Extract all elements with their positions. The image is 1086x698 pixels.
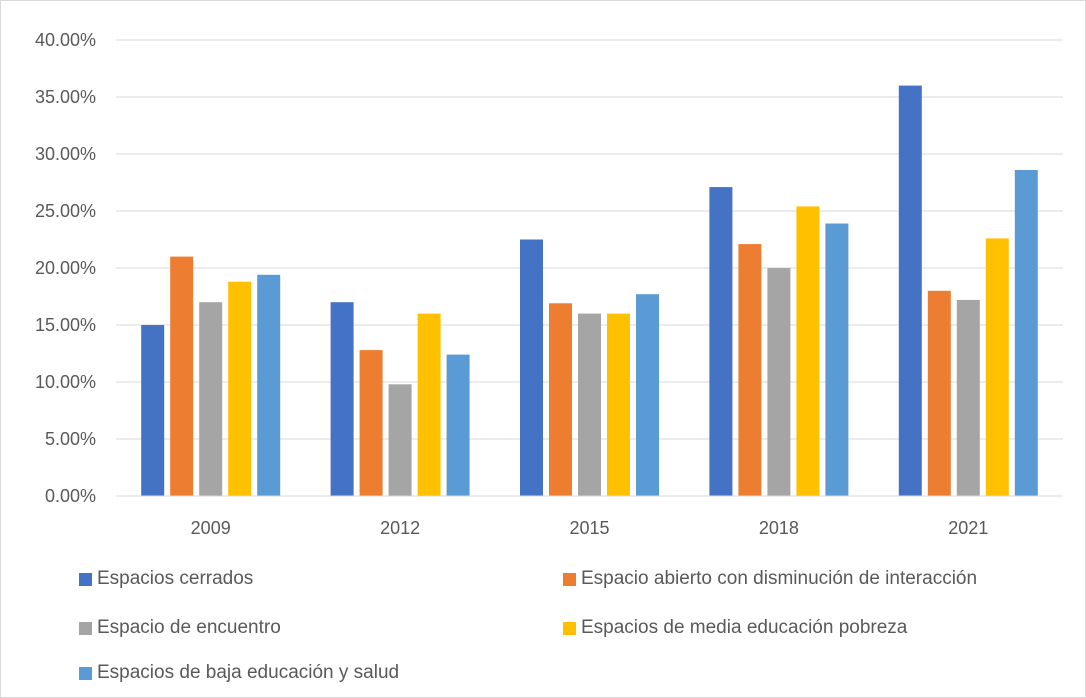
bar <box>636 294 659 496</box>
bar <box>141 325 165 496</box>
bar <box>1014 170 1038 496</box>
bar <box>927 290 951 496</box>
bar <box>767 268 791 496</box>
y-axis: 0.00% 5.00% 10.00% 15.00% 20.00% 25.00% 30.00%… <box>35 30 96 506</box>
y-tick-label: 30.00% <box>35 144 96 164</box>
bar <box>520 239 543 496</box>
x-tick-label: 2021 <box>948 518 988 538</box>
y-tick-label: 35.00% <box>35 87 96 107</box>
y-tick-label: 0.00% <box>45 486 96 506</box>
bar <box>170 256 194 496</box>
bars <box>141 85 1038 496</box>
bar <box>330 302 354 496</box>
x-axis: 2009 2012 2015 2018 2021 <box>116 495 1063 538</box>
bar <box>257 274 281 496</box>
bar <box>796 206 820 496</box>
x-tick-label: 2015 <box>569 518 609 538</box>
y-tick-label: 40.00% <box>35 30 96 50</box>
bar <box>549 303 572 496</box>
y-tick-label: 25.00% <box>35 201 96 221</box>
bar <box>985 238 1009 496</box>
bar <box>446 354 470 496</box>
y-tick-label: 20.00% <box>35 258 96 278</box>
y-tick-label: 10.00% <box>35 372 96 392</box>
x-tick-label: 2012 <box>380 518 420 538</box>
bar <box>898 85 922 496</box>
bar <box>825 223 849 496</box>
y-tick-label: 5.00% <box>45 429 96 449</box>
bar <box>199 302 223 496</box>
bar <box>417 313 441 496</box>
y-tick-label: 15.00% <box>35 315 96 335</box>
x-tick-label: 2018 <box>759 518 799 538</box>
bar <box>738 244 762 496</box>
bar <box>228 281 252 496</box>
x-tick-label: 2009 <box>191 518 231 538</box>
bar <box>578 313 601 496</box>
bar <box>388 384 412 496</box>
bar <box>607 313 630 496</box>
bar <box>359 350 383 496</box>
bar <box>709 187 733 496</box>
bar <box>956 299 980 496</box>
